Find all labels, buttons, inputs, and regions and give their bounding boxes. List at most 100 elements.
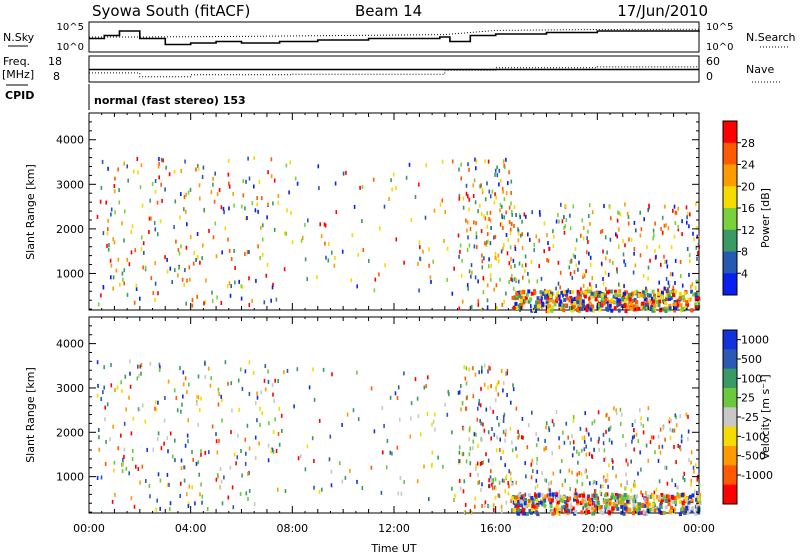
power-cell xyxy=(688,224,690,229)
velocity-cell xyxy=(540,492,544,497)
power-cell xyxy=(99,199,102,204)
velocity-cell xyxy=(639,450,641,455)
colorbar-swatch xyxy=(723,251,737,274)
power-cell xyxy=(395,237,398,242)
velocity-cell xyxy=(113,460,116,465)
velocity-cell xyxy=(176,408,179,413)
power-cell xyxy=(519,290,523,295)
power-cell xyxy=(678,296,682,301)
velocity-cell xyxy=(519,503,523,508)
velocity-cell xyxy=(640,422,642,426)
power-cell xyxy=(627,215,630,219)
power-cell xyxy=(565,293,569,297)
power-cell xyxy=(110,212,112,217)
velocity-cell xyxy=(259,406,261,411)
power-cell xyxy=(507,237,509,242)
power-cell xyxy=(606,250,608,255)
velocity-cell xyxy=(312,367,314,372)
power-cell xyxy=(486,224,488,229)
velocity-cell xyxy=(640,490,642,495)
power-cell xyxy=(601,229,604,233)
velocity-cell xyxy=(425,384,427,389)
velocity-cell xyxy=(122,462,124,467)
power-cell xyxy=(507,181,509,185)
power-cell xyxy=(633,297,637,302)
velocity-cell xyxy=(148,483,151,488)
power-cell xyxy=(508,170,510,175)
velocity-cell xyxy=(182,370,185,375)
velocity-cell xyxy=(209,383,212,388)
power-cell xyxy=(105,200,107,205)
velocity-cell xyxy=(476,417,479,422)
power-cell xyxy=(673,308,677,313)
velocity-cell xyxy=(469,472,472,477)
power-cell xyxy=(494,172,496,177)
velocity-cell xyxy=(502,381,505,386)
power-cell xyxy=(624,243,626,248)
velocity-cell xyxy=(245,451,247,456)
power-cell xyxy=(586,304,590,309)
power-cell xyxy=(616,303,620,308)
velocity-cell xyxy=(602,441,605,446)
power-cell xyxy=(513,205,516,209)
power-cell xyxy=(467,162,469,167)
power-cell xyxy=(617,298,621,303)
velocity-cell xyxy=(521,416,524,421)
velocity-cell xyxy=(248,471,250,475)
power-cell xyxy=(408,162,411,167)
velocity-cell xyxy=(437,455,439,460)
velocity-cell xyxy=(603,500,607,505)
velocity-cell xyxy=(493,507,495,512)
velocity-cell xyxy=(179,366,181,371)
power-cell xyxy=(559,270,562,275)
velocity-cell xyxy=(536,461,538,466)
power-cell xyxy=(609,289,613,294)
velocity-cell xyxy=(158,362,161,367)
velocity-cell xyxy=(660,498,664,503)
power-cell xyxy=(555,219,558,224)
power-cell xyxy=(133,300,136,305)
velocity-cell xyxy=(125,466,128,471)
velocity-cell xyxy=(602,475,605,480)
velocity-cell xyxy=(230,381,232,386)
power-cell xyxy=(211,298,214,303)
power-cell xyxy=(653,233,655,238)
colorbar-swatch xyxy=(723,484,737,505)
velocity-cell xyxy=(502,450,504,454)
colorbar-swatch xyxy=(723,142,737,165)
velocity-cell xyxy=(611,440,613,445)
velocity-cell xyxy=(551,511,555,516)
power-cell xyxy=(290,211,292,215)
power-cell xyxy=(639,253,642,258)
power-cell xyxy=(620,303,624,308)
velocity-cell xyxy=(659,450,662,455)
y-tick-label: 4000 xyxy=(56,134,84,147)
power-cell xyxy=(563,230,566,235)
power-cell xyxy=(361,219,363,224)
velocity-cell xyxy=(113,468,115,473)
power-cell xyxy=(353,204,356,209)
power-cell xyxy=(556,292,558,297)
velocity-cell xyxy=(591,455,594,459)
velocity-cell xyxy=(481,461,483,465)
velocity-cell xyxy=(182,382,185,387)
power-cell xyxy=(260,225,262,230)
power-cell xyxy=(443,238,445,243)
power-cell xyxy=(180,169,182,173)
velocity-cell xyxy=(618,500,622,504)
power-cell xyxy=(606,290,610,295)
power-cell xyxy=(157,291,159,296)
velocity-cell xyxy=(183,465,185,470)
velocity-cell xyxy=(655,487,658,492)
velocity-cell xyxy=(460,407,462,412)
power-cell xyxy=(270,157,273,162)
power-cell xyxy=(486,232,489,237)
power-cell xyxy=(461,258,463,263)
velocity-cell xyxy=(102,390,104,395)
power-cell xyxy=(584,290,588,295)
power-cell xyxy=(515,295,519,300)
velocity-cell xyxy=(555,496,559,501)
power-cell xyxy=(598,290,602,295)
velocity-cell xyxy=(658,479,661,484)
power-cell xyxy=(580,307,583,312)
